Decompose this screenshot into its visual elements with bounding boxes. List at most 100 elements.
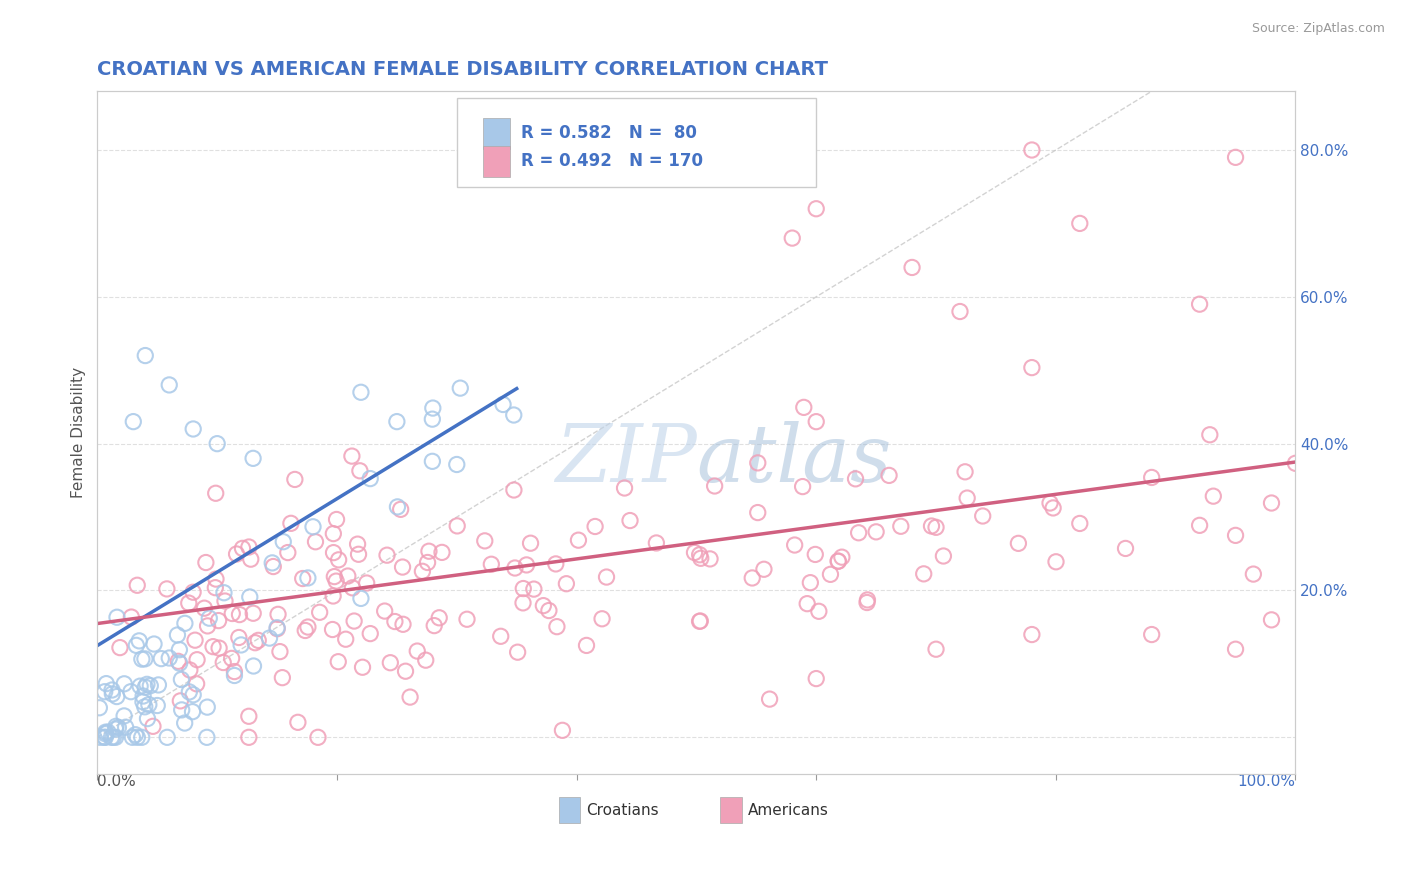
Point (689, 614, 711, 628)
Point (384, 615, 406, 629)
Point (474, 533, 496, 548)
Point (389, 502, 412, 516)
Point (387, 500, 409, 514)
Point (1260, 613, 1282, 627)
Point (1198, 427, 1220, 442)
Point (181, 705, 204, 719)
Point (949, 304, 972, 318)
Point (350, 591, 373, 606)
Point (228, 607, 250, 622)
FancyBboxPatch shape (484, 146, 509, 177)
Point (512, 596, 534, 610)
Point (343, 614, 366, 628)
Point (912, 566, 935, 581)
Point (156, 731, 179, 745)
Point (799, 575, 821, 590)
Point (537, 603, 560, 617)
Point (356, 576, 378, 591)
Point (304, 534, 326, 549)
Point (416, 556, 439, 570)
Point (689, 548, 711, 562)
Point (856, 595, 879, 609)
Point (406, 644, 429, 658)
Point (827, 554, 849, 568)
Point (186, 653, 208, 667)
Point (865, 524, 887, 539)
Point (194, 556, 217, 570)
Point (134, 652, 156, 666)
Point (523, 582, 546, 596)
Point (422, 454, 444, 468)
Point (502, 408, 524, 422)
Point (107, 721, 129, 735)
Point (112, 709, 135, 723)
Point (328, 553, 350, 567)
Point (519, 536, 541, 550)
Point (157, 651, 180, 665)
Point (359, 472, 381, 486)
Point (139, 679, 162, 693)
Point (758, 692, 780, 706)
Point (807, 604, 830, 618)
Y-axis label: Female Disability: Female Disability (72, 368, 86, 499)
Point (423, 618, 446, 632)
Point (259, 631, 281, 645)
Point (179, 663, 201, 677)
Point (169, 657, 191, 671)
Point (1069, 216, 1091, 230)
Point (856, 593, 879, 607)
Point (575, 639, 598, 653)
Point (169, 642, 191, 657)
Point (170, 673, 193, 687)
Point (479, 558, 502, 572)
Point (169, 694, 191, 708)
Text: Source: ZipAtlas.com: Source: ZipAtlas.com (1251, 22, 1385, 36)
Point (1225, 642, 1247, 657)
Point (193, 601, 215, 615)
FancyBboxPatch shape (484, 118, 509, 149)
Point (411, 564, 433, 578)
Point (93, 684, 115, 698)
Point (953, 465, 976, 479)
Point (703, 479, 725, 493)
Point (136, 712, 159, 726)
Point (181, 688, 204, 702)
Point (546, 620, 568, 634)
Point (231, 541, 253, 556)
Point (297, 620, 319, 634)
Point (645, 536, 668, 550)
Text: ZIP: ZIP (554, 421, 696, 499)
Point (181, 422, 204, 436)
Point (1021, 143, 1043, 157)
Point (689, 551, 711, 566)
Point (322, 623, 344, 637)
Point (184, 633, 207, 648)
Point (157, 378, 180, 392)
Point (262, 556, 284, 570)
Point (325, 574, 347, 588)
Point (167, 654, 190, 668)
Point (844, 472, 866, 486)
Point (173, 716, 195, 731)
Point (848, 525, 870, 540)
Point (262, 559, 284, 574)
Point (124, 728, 146, 742)
Point (792, 480, 814, 494)
Point (595, 570, 617, 584)
Point (415, 653, 437, 667)
Point (247, 633, 270, 648)
Point (238, 731, 260, 745)
Point (134, 680, 156, 694)
Point (796, 597, 818, 611)
Point (307, 731, 329, 745)
Point (1115, 541, 1137, 556)
Point (456, 612, 478, 626)
Text: atlas: atlas (696, 421, 891, 499)
Point (239, 552, 262, 566)
Point (392, 617, 415, 632)
Point (212, 656, 235, 670)
Point (932, 549, 955, 563)
Point (1039, 496, 1062, 510)
Point (156, 582, 179, 596)
Point (94, 731, 117, 745)
